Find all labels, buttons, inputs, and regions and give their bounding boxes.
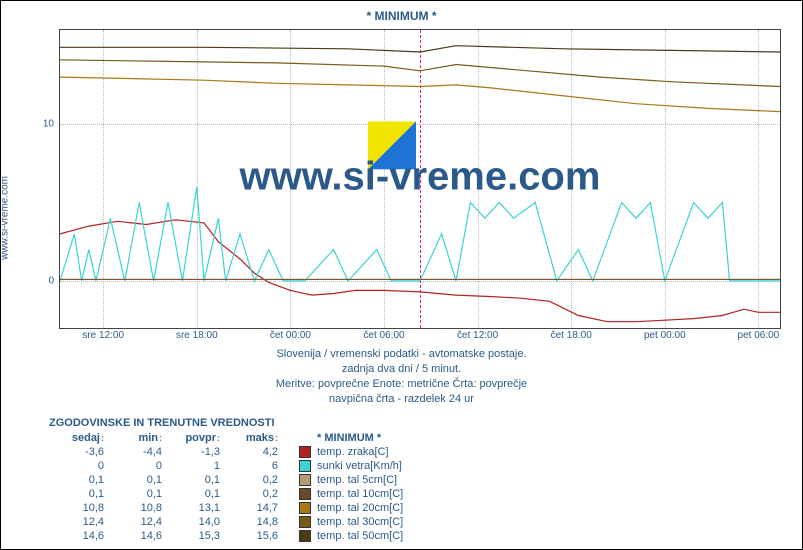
page-container: www.si-vreme.com * MINIMUM * 010sre 12:0… [0,0,803,550]
stats-cell: 0,2 [223,473,281,487]
series-line [60,46,780,52]
series-line [60,187,780,281]
legend-label: temp. tal 5cm[C] [311,473,406,487]
stats-row: -3,6-4,4-1,34,2 temp. zraka[C] [49,445,406,459]
stats-table: sedaj:min:povpr:maks:* MINIMUM *-3,6-4,4… [49,431,406,543]
legend-label: temp. tal 20cm[C] [311,501,406,515]
chart-title: * MINIMUM * [1,9,802,23]
stats-cell: 0,1 [107,487,165,501]
chart-caption: Slovenija / vremenski podatki - avtomats… [1,347,802,406]
stats-col-header: min: [107,431,165,445]
legend-label: sunki vetra[Km/h] [311,459,406,473]
series-line [60,60,780,87]
x-axis-tick: sre 12:00 [82,330,124,341]
stats-row: 0,10,10,10,2temp. tal 10cm[C] [49,487,406,501]
legend-swatch [299,487,311,501]
caption-line1: Slovenija / vremenski podatki - avtomats… [276,348,526,360]
stats-cell: 14,6 [107,529,165,543]
stats-cell: 15,6 [223,529,281,543]
stats-cell: 14,0 [165,515,223,529]
stats-row: 12,412,414,014,8temp. tal 30cm[C] [49,515,406,529]
stats-cell: 15,3 [165,529,223,543]
stats-cell: 0,1 [49,473,107,487]
stats-table-wrap: ZGODOVINSKE IN TRENUTNE VREDNOSTI sedaj:… [49,417,406,543]
stats-cell: 1 [165,459,223,473]
x-axis-tick: čet 06:00 [363,330,404,341]
stats-cell: 4,2 [223,445,281,459]
legend-swatch [299,459,311,473]
legend-swatch [299,515,311,529]
legend-swatch [299,501,311,515]
x-axis-tick: sre 18:00 [176,330,218,341]
stats-cell: 14,8 [223,515,281,529]
stats-cell: 10,8 [107,501,165,515]
legend-swatch [299,473,311,487]
stats-row: 10,810,813,114,7temp. tal 20cm[C] [49,501,406,515]
timeseries-chart: 010sre 12:00sre 18:00čet 00:00čet 06:00č… [59,29,781,329]
legend-title: * MINIMUM * [311,431,406,445]
stats-cell: 0 [107,459,165,473]
legend-label: temp. zraka[C] [311,445,406,459]
stats-col-header: povpr: [165,431,223,445]
stats-cell: 6 [223,459,281,473]
chart-svg [60,30,780,328]
legend-label: temp. tal 50cm[C] [311,529,406,543]
caption-line4: navpična črta - razdelek 24 ur [329,393,474,405]
stats-cell: 0,1 [165,487,223,501]
stats-col-header: maks: [223,431,281,445]
stats-table-header: ZGODOVINSKE IN TRENUTNE VREDNOSTI [49,417,406,429]
stats-cell: 0,1 [165,473,223,487]
legend-label: temp. tal 10cm[C] [311,487,406,501]
stats-row: 0016sunki vetra[Km/h] [49,459,406,473]
site-url-label: www.si-vreme.com [0,176,11,260]
watermark-icon [368,121,416,169]
legend-swatch [299,529,311,543]
x-axis-tick: čet 00:00 [270,330,311,341]
stats-cell: 0,1 [49,487,107,501]
stats-cell: -3,6 [49,445,107,459]
stats-cell: 10,8 [49,501,107,515]
stats-cell: 0,2 [223,487,281,501]
stats-cell: 0 [49,459,107,473]
stats-cell: 13,1 [165,501,223,515]
legend-label: temp. tal 30cm[C] [311,515,406,529]
caption-line2: zadnja dva dni / 5 minut. [342,363,461,375]
stats-cell: -4,4 [107,445,165,459]
stats-cell: 12,4 [107,515,165,529]
stats-col-header: sedaj: [49,431,107,445]
stats-cell: 14,6 [49,529,107,543]
series-line [60,220,780,322]
x-axis-tick: čet 18:00 [551,330,592,341]
y-axis-tick: 0 [48,275,54,286]
x-axis-tick: pet 00:00 [644,330,686,341]
y-axis-tick: 10 [43,119,54,130]
stats-row: 14,614,615,315,6temp. tal 50cm[C] [49,529,406,543]
stats-cell: 14,7 [223,501,281,515]
legend-swatch [299,445,311,459]
stats-cell: -1,3 [165,445,223,459]
stats-cell: 12,4 [49,515,107,529]
stats-row: 0,10,10,10,2temp. tal 5cm[C] [49,473,406,487]
caption-line3: Meritve: povprečne Enote: metrične Črta:… [276,378,527,390]
stats-cell: 0,1 [107,473,165,487]
x-axis-tick: čet 12:00 [457,330,498,341]
x-axis-tick: pet 06:00 [738,330,780,341]
